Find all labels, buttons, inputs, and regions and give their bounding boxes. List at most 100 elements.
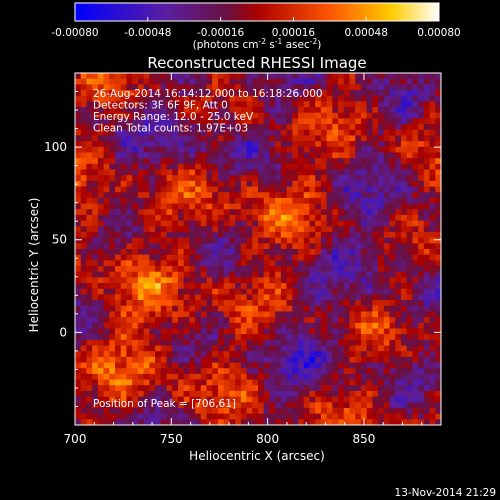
- heatmap-cell: [103, 356, 110, 363]
- heatmap-cell: [332, 305, 339, 312]
- heatmap-cell: [80, 260, 87, 267]
- heatmap-cell: [258, 379, 265, 386]
- heatmap-cell: [97, 226, 104, 233]
- heatmap-cell: [75, 283, 82, 290]
- heatmap-cell: [389, 373, 396, 380]
- heatmap-cell: [126, 419, 133, 426]
- heatmap-cell: [177, 396, 184, 403]
- heatmap-cell: [86, 317, 93, 324]
- heatmap-cell: [235, 311, 242, 318]
- heatmap-cell: [200, 249, 207, 255]
- heatmap-cell: [395, 305, 402, 312]
- heatmap-cell: [383, 101, 390, 108]
- heatmap-cell: [126, 373, 133, 380]
- x-tick-label: 700: [64, 432, 87, 446]
- heatmap-cell: [177, 334, 184, 341]
- heatmap-cell: [286, 124, 293, 131]
- heatmap-cell: [92, 407, 99, 414]
- heatmap-cell: [372, 78, 379, 85]
- heatmap-cell: [200, 169, 207, 176]
- heatmap-cell: [292, 407, 299, 414]
- heatmap-cell: [75, 271, 82, 278]
- heatmap-cell: [400, 101, 407, 108]
- heatmap-cell: [126, 192, 133, 199]
- heatmap-cell: [246, 288, 253, 295]
- heatmap-cell: [126, 220, 133, 227]
- heatmap-cell: [75, 351, 82, 358]
- heatmap-cell: [212, 351, 219, 358]
- heatmap-cell: [195, 129, 202, 136]
- heatmap-cell: [343, 192, 350, 199]
- heatmap-cell: [435, 220, 442, 227]
- heatmap-cell: [86, 163, 93, 170]
- heatmap-cell: [126, 390, 133, 397]
- heatmap-cell: [332, 163, 339, 170]
- heatmap-cell: [418, 351, 425, 358]
- heatmap-cell: [132, 385, 139, 392]
- heatmap-cell: [155, 73, 162, 79]
- heatmap-cell: [143, 390, 150, 397]
- heatmap-cell: [92, 305, 99, 312]
- heatmap-cell: [103, 396, 110, 403]
- heatmap-cell: [80, 345, 87, 352]
- heatmap-cell: [395, 339, 402, 346]
- heatmap-cell: [366, 356, 373, 363]
- heatmap-cell: [212, 209, 219, 216]
- heatmap-cell: [126, 277, 133, 284]
- heatmap-cell: [235, 277, 242, 284]
- heatmap-cell: [120, 419, 127, 426]
- heatmap-cell: [80, 73, 87, 79]
- heatmap-cell: [372, 220, 379, 227]
- heatmap-cell: [309, 152, 316, 159]
- heatmap-cell: [115, 385, 122, 392]
- heatmap-cell: [183, 260, 190, 267]
- heatmap-cell: [115, 373, 122, 380]
- heatmap-cell: [172, 78, 179, 85]
- heatmap-cell: [189, 203, 196, 210]
- heatmap-cell: [423, 169, 430, 176]
- heatmap-cell: [246, 311, 253, 318]
- heatmap-cell: [160, 186, 167, 193]
- heatmap-cell: [400, 300, 407, 307]
- heatmap-cell: [246, 373, 253, 380]
- heatmap-cell: [309, 163, 316, 170]
- heatmap-cell: [269, 356, 276, 363]
- heatmap-cell: [429, 413, 436, 420]
- heatmap-cell: [240, 175, 247, 182]
- heatmap-cell: [80, 220, 87, 227]
- heatmap-cell: [395, 243, 402, 250]
- heatmap-cell: [149, 243, 156, 250]
- heatmap-cell: [223, 209, 230, 216]
- heatmap-cell: [263, 73, 270, 79]
- heatmap-cell: [235, 334, 242, 341]
- heatmap-cell: [349, 379, 356, 386]
- heatmap-cell: [120, 243, 127, 250]
- heatmap-cell: [172, 402, 179, 409]
- heatmap-cell: [315, 180, 322, 187]
- heatmap-cell: [303, 175, 310, 182]
- heatmap-cell: [166, 322, 173, 329]
- heatmap-cell: [189, 305, 196, 312]
- heatmap-cell: [423, 390, 430, 397]
- heatmap-cell: [326, 112, 333, 119]
- heatmap-cell: [343, 129, 350, 136]
- heatmap-cell: [378, 277, 385, 284]
- heatmap-cell: [80, 112, 87, 119]
- heatmap-cell: [97, 385, 104, 392]
- heatmap-cell: [258, 203, 265, 210]
- heatmap-cell: [389, 95, 396, 102]
- heatmap-cell: [240, 413, 247, 420]
- heatmap-cell: [240, 317, 247, 324]
- heatmap-cell: [86, 345, 93, 352]
- heatmap-cell: [217, 169, 224, 176]
- heatmap-cell: [269, 271, 276, 278]
- heatmap-cell: [366, 112, 373, 119]
- heatmap-cell: [166, 379, 173, 386]
- heatmap-cell: [143, 288, 150, 295]
- heatmap-cell: [355, 396, 362, 403]
- heatmap-cell: [275, 90, 282, 97]
- heatmap-cell: [235, 152, 242, 159]
- heatmap-cell: [309, 158, 316, 165]
- heatmap-cell: [338, 345, 345, 352]
- heatmap-cell: [412, 300, 419, 307]
